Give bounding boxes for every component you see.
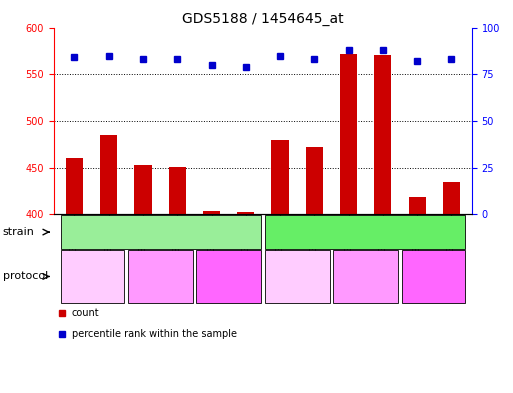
Bar [134,165,151,214]
Bar [443,182,460,214]
Text: protocol: protocol [3,272,48,281]
Bar [340,53,357,214]
Text: strain: strain [3,227,34,237]
Bar [374,55,391,214]
Bar [169,167,186,214]
Text: percentile rank within the sample: percentile rank within the sample [72,329,237,340]
Bar [408,197,426,214]
Title: GDS5188 / 1454645_at: GDS5188 / 1454645_at [182,13,344,26]
Text: C57BL/6NCrSlc: C57BL/6NCrSlc [323,227,407,237]
Bar [100,135,117,214]
Text: count: count [72,308,100,318]
Bar [237,212,254,214]
Text: retinal explant
cultured 3 days: retinal explant cultured 3 days [133,270,187,283]
Text: retinal explant +
GSK3 inhibitor
Chir99021
cultured 3 days: retinal explant + GSK3 inhibitor Chir990… [404,263,463,290]
Text: intact whole
retina: intact whole retina [275,270,319,283]
Bar [306,147,323,214]
Text: retinal explant
cultured 3 days: retinal explant cultured 3 days [339,270,393,283]
Text: intact whole
retina: intact whole retina [71,270,114,283]
Text: 129X1/SvJJmsSlc: 129X1/SvJJmsSlc [114,227,207,237]
Bar [66,158,83,214]
Bar [271,140,289,214]
Text: retinal explant +
GSK3 inhibitor
Chir99021
cultured 3 days: retinal explant + GSK3 inhibitor Chir990… [199,263,258,290]
Bar [203,211,220,214]
